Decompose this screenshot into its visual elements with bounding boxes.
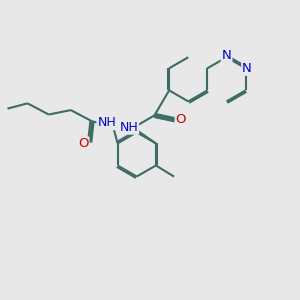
Text: O: O [78,137,88,151]
Text: NH: NH [98,116,116,129]
Text: NH: NH [119,121,138,134]
Text: O: O [176,113,186,126]
Text: N: N [242,62,252,75]
Text: N: N [222,49,231,62]
